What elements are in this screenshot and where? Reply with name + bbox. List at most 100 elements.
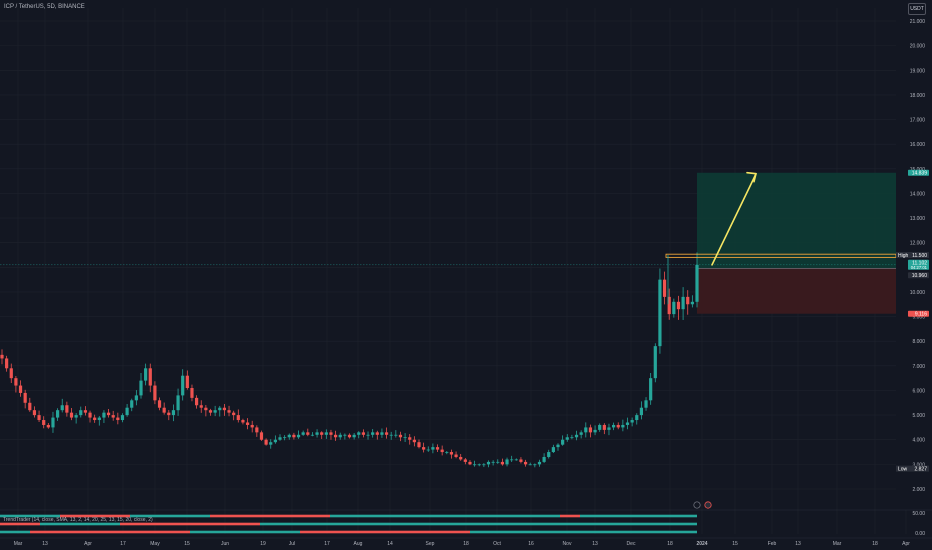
candle: [459, 456, 463, 460]
candle: [190, 388, 194, 398]
candle: [232, 412, 236, 416]
candle: [672, 301, 676, 315]
candle: [542, 456, 546, 462]
candle: [106, 412, 111, 416]
candle: [204, 407, 208, 411]
price-tick-label: 16.000: [910, 142, 926, 148]
grid-lines: [0, 8, 907, 534]
candle: [213, 410, 217, 413]
candle: [486, 461, 491, 465]
candle: [320, 432, 324, 435]
candle: [394, 434, 398, 436]
candle: [241, 420, 245, 423]
candle: [371, 432, 375, 435]
candle: [42, 420, 46, 425]
price-tick-label: 3.000: [912, 462, 925, 468]
price-tick-label: 8.000: [912, 339, 925, 345]
candle: [588, 427, 593, 433]
candle: [222, 407, 226, 411]
candle: [357, 432, 361, 435]
price-tick-label: 19.000: [910, 68, 926, 74]
candle: [144, 368, 148, 381]
candle: [593, 429, 597, 433]
time-tick-label: 17: [324, 541, 330, 547]
indicator-tick-label: 0.00: [915, 531, 925, 537]
candle: [639, 407, 643, 416]
candle: [125, 407, 129, 416]
time-tick-label: 13: [592, 541, 598, 547]
candle: [435, 447, 440, 450]
candle: [139, 380, 143, 396]
time-tick-label: Nov: [563, 541, 572, 547]
candle: [185, 375, 189, 389]
candle: [649, 378, 653, 401]
candle: [676, 301, 681, 310]
candle: [630, 420, 634, 423]
indicator-strip: [330, 514, 560, 518]
candle: [306, 432, 310, 435]
candle: [445, 452, 449, 453]
high-badge-label: High: [898, 253, 909, 259]
indicator-strip: [190, 530, 300, 534]
price-tick-label: 17.000: [910, 118, 926, 124]
time-tick-label: Jun: [221, 541, 229, 547]
time-tick-label: 2024: [696, 541, 707, 547]
indicator-strip: [580, 514, 697, 518]
candle: [686, 296, 690, 305]
position-zones[interactable]: [697, 172, 896, 314]
candle: [157, 400, 162, 408]
time-tick-label: Jul: [289, 541, 295, 547]
candle: [74, 415, 78, 418]
indicator-strip: [60, 514, 130, 518]
candle: [255, 427, 259, 433]
candle: [380, 432, 384, 435]
candle: [292, 434, 296, 438]
candle: [361, 432, 365, 435]
currency-button[interactable]: USDT: [908, 3, 926, 15]
candle: [269, 442, 273, 445]
candle: [51, 417, 55, 428]
candle: [570, 437, 574, 439]
indicator-strip: [560, 514, 580, 518]
indicator-tick-label: 50.00: [912, 511, 925, 517]
candle: [56, 410, 60, 418]
candle: [32, 410, 37, 416]
time-axis[interactable]: Mar 13 Apr 17 May 15 Jun 19 Jul 17 Aug 14 Sep 18 Oct 16…: [0, 537, 932, 547]
indicator-label[interactable]: TrendTrader (14, close, SMA, 13, 2, 14, …: [3, 517, 153, 523]
candle: [519, 459, 523, 462]
candle: [695, 264, 699, 302]
indicator-strip: [40, 522, 120, 526]
candle: [533, 464, 537, 466]
candle: [310, 434, 315, 436]
candle: [102, 412, 106, 418]
candle: [65, 405, 69, 413]
candle: [18, 385, 23, 393]
time-tick-label: 15: [732, 541, 738, 547]
candle: [635, 415, 639, 421]
candle: [621, 424, 625, 428]
candle: [46, 424, 50, 428]
candle: [116, 417, 120, 421]
indicator-strip: [470, 530, 697, 534]
high-badge-value: 11.500: [912, 253, 927, 259]
symbol-title[interactable]: ICP / TetherUS, 5D, BINANCE: [4, 4, 85, 10]
indicator-strip: [0, 522, 40, 526]
indicator-strip: [0, 514, 60, 518]
candle: [315, 432, 319, 435]
indicator-pane[interactable]: 50.00 0.00: [0, 509, 932, 537]
time-tick-label: 16: [528, 541, 534, 547]
candle: [496, 461, 500, 463]
low-badge-value: 2.827: [914, 466, 927, 472]
candle: [412, 439, 416, 443]
candle: [598, 424, 602, 430]
entry-price-badge-bg: [908, 272, 929, 279]
candle: [250, 424, 254, 428]
arrow-line: [711, 172, 757, 266]
candle: [60, 405, 64, 411]
time-tick-label: 18: [872, 541, 878, 547]
candles: [0, 252, 699, 468]
candle: [616, 424, 620, 428]
current-price-badge-sub: 04:27:01: [911, 265, 928, 270]
candle: [195, 397, 199, 406]
